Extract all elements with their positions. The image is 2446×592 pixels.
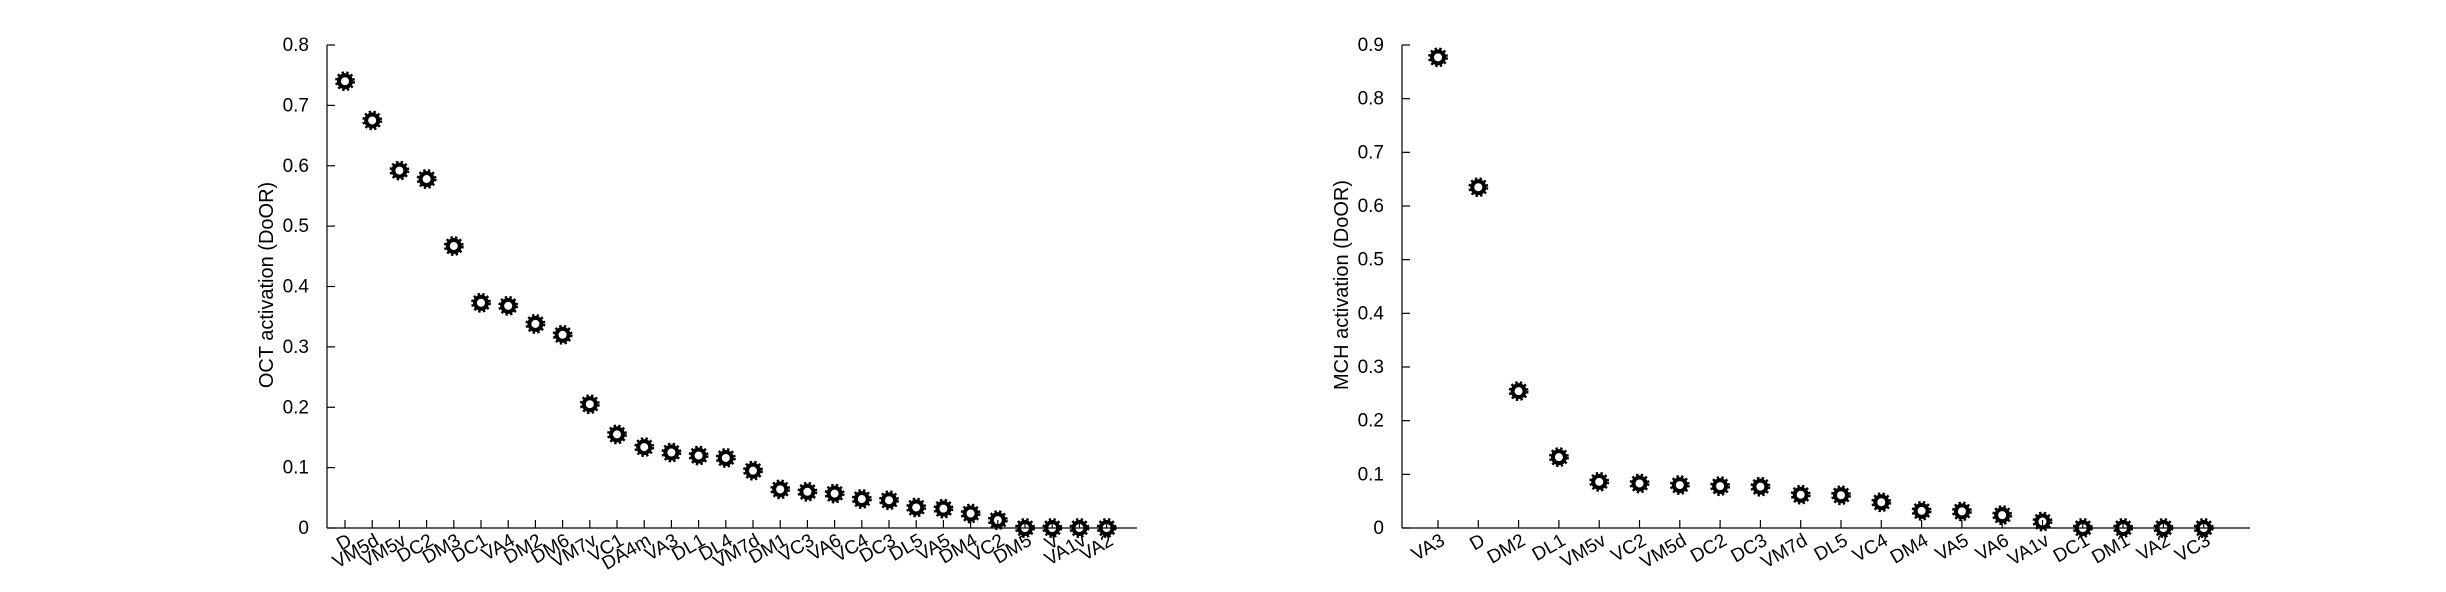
oct-data-point (443, 236, 464, 256)
oct-y-tick-label: 0.6 (283, 156, 309, 177)
oct-data-point (770, 479, 791, 500)
mch-x-tick-label: DC2 (1687, 530, 1730, 567)
mch-data-point (1831, 485, 1851, 506)
mch-data-point (2072, 518, 2093, 538)
oct-data-point (715, 448, 736, 468)
oct-data-point (579, 394, 600, 415)
mch-y-tick-label: 0.2 (1358, 411, 1384, 432)
mch-y-tick-label: 0.5 (1358, 250, 1384, 271)
oct-y-tick-label: 0.8 (283, 35, 309, 56)
oct-data-point (661, 442, 682, 463)
mch-y-tick-label: 0.8 (1358, 89, 1384, 110)
oct-data-point (960, 503, 981, 524)
mch-data-point (1548, 447, 1569, 468)
oct-y-axis-label: OCT activation (DoOR) (256, 182, 278, 388)
mch-x-tick-label: VM7d (1758, 530, 1811, 573)
mch-x-tick-label: VC3 (2172, 530, 2215, 567)
mch-data-point (1428, 47, 1448, 68)
mch-x-tick-label: VA1v (2004, 530, 2053, 570)
mch-data-point (1871, 492, 1892, 513)
mch-y-tick-label: 0.4 (1358, 303, 1385, 324)
oct-data-point (688, 445, 709, 466)
mch-x-tick-label: DL5 (1811, 530, 1852, 566)
mch-data-point (1508, 381, 1529, 402)
oct-data-point (1069, 518, 1090, 538)
mch-data-point (1710, 476, 1731, 497)
oct-data-point (987, 510, 1008, 531)
oct-data-point (851, 489, 872, 509)
oct-data-point (389, 160, 410, 181)
mch-data-point (2032, 511, 2053, 532)
mch-x-tick-label: VA2 (2134, 530, 2174, 565)
oct-data-point (824, 483, 845, 504)
mch-data-point (2153, 518, 2174, 538)
oct-y-tick-label: 0.3 (283, 337, 309, 358)
mch-y-tick-label: 0.9 (1358, 35, 1384, 56)
oct-data-point (634, 437, 655, 458)
mch-data-point (1951, 501, 1972, 522)
oct-data-point (525, 313, 546, 334)
mch-data-point (1790, 484, 1811, 505)
oct-data-point (416, 169, 437, 189)
oct-data-point (1096, 518, 1117, 538)
oct-data-point (607, 424, 627, 445)
mch-y-tick-label: 0.1 (1358, 464, 1384, 485)
mch-y-tick-label: 0 (1373, 518, 1384, 539)
mch-data-point (1750, 476, 1771, 497)
mch-data-point (1911, 500, 1932, 521)
oct-y-tick-label: 0.4 (283, 277, 310, 298)
oct-data-point (797, 481, 818, 502)
mch-data-point (2193, 518, 2214, 538)
oct-y-tick-label: 0.5 (283, 216, 309, 237)
mch-x-tick-label: VM5v (1557, 530, 1610, 573)
mch-x-tick-label: VA3 (1408, 530, 1448, 565)
oct-data-point (498, 295, 519, 316)
mch-y-axis-label: MCH activation (DoOR) (1331, 180, 1353, 390)
oct-y-tick-label: 0.2 (283, 397, 309, 418)
mch-data-point (1669, 475, 1690, 496)
oct-data-point (552, 324, 573, 345)
oct-data-point (1042, 518, 1063, 538)
mch-x-tick-label: DM2 (1484, 530, 1529, 568)
oct-data-point (471, 292, 491, 313)
oct-data-point (879, 490, 899, 511)
mch-x-tick-label: VC4 (1849, 530, 1892, 567)
oct-data-point (1015, 518, 1035, 538)
mch-x-tick-label: VM5d (1637, 530, 1690, 573)
mch-data-point (1992, 505, 2013, 526)
chart-mch-activation: MCH activation (DoOR) 0 0.1 0.2 0.3 0.4 0.5 0.… (1331, 35, 2250, 573)
mch-x-tick-label: VA6 (1972, 530, 2012, 565)
mch-x-tick-label: DM4 (1887, 530, 1933, 568)
oct-data-point (906, 497, 927, 518)
mch-data-point (2113, 518, 2134, 538)
chart-oct-activation: OCT activation (DoOR) 0 0.1 0.2 0.3 0.4 0.5 0.… (256, 35, 1137, 575)
oct-data-point (362, 110, 383, 131)
oct-data-point (933, 498, 954, 519)
mch-data-point (1629, 473, 1650, 494)
oct-y-tick-label: 0.1 (283, 458, 309, 479)
mch-x-tick-label: VA5 (1932, 530, 1972, 565)
mch-y-tick-label: 0.6 (1358, 196, 1384, 217)
oct-y-tick-label: 0 (298, 518, 309, 539)
mch-y-tick-label: 0.3 (1358, 357, 1384, 378)
mch-data-point (1468, 177, 1489, 198)
oct-y-tick-label: 0.7 (283, 95, 309, 116)
mch-data-point (1589, 471, 1610, 492)
oct-data-point (743, 460, 763, 481)
oct-data-point (335, 71, 355, 92)
mch-y-tick-label: 0.7 (1358, 142, 1384, 163)
